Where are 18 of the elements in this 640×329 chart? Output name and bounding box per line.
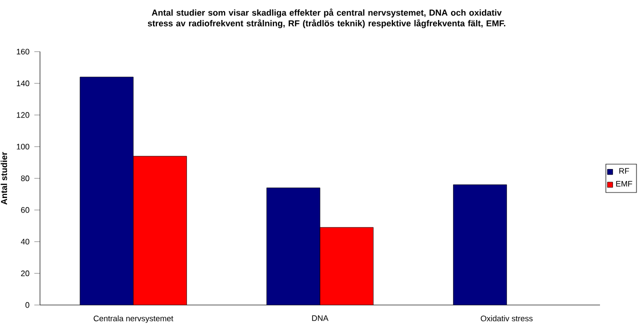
bar [133,156,187,305]
legend-label: EMF [616,181,632,187]
bar [320,227,374,305]
y-axis-title: Antal studier [0,152,8,205]
y-tick-label: 60 [21,207,30,213]
y-tick-label: 40 [20,238,30,245]
y-tick-label: 120 [16,112,30,118]
y-tick-label: 80 [21,176,30,182]
y-tick-label: 100 [16,144,30,150]
legend-label: RF [619,168,630,174]
chart-title: Antal studier som visar skadliga effekter på central nervsystemet, DNA och oxidativ stress av radiofrekvent strålning, RF (trådlös teknik) respektive lågfrekventa fält, EMF. [148,8,506,28]
y-tick-label: 160 [16,48,30,55]
x-tick-label: DNA [312,315,328,321]
x-tick-label: Oxidativ stress [480,315,533,322]
y-tick-label: 20 [21,270,30,276]
y-tick-label: 140 [16,80,30,86]
y-tick-label: 0 [25,302,30,308]
x-tick-label: Centrala nervsystemet [94,315,174,323]
